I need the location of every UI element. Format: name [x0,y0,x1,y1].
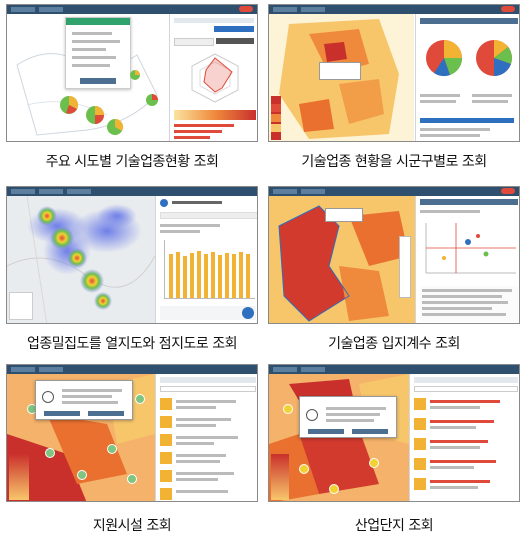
choropleth-map [269,14,414,141]
toggle-switch[interactable] [501,188,515,194]
stats-side-panel [155,196,257,323]
menu-tab[interactable] [39,7,63,12]
marker-icon[interactable] [135,394,145,404]
choropleth-map [269,196,415,323]
complex-map [269,374,409,501]
toggle-switch[interactable] [239,6,253,12]
screenshot-region-overview [6,4,258,142]
stats-side-panel [415,196,519,323]
map-tools[interactable] [399,236,411,298]
menu-tab[interactable] [273,189,297,194]
popup-button[interactable] [80,78,116,84]
marker-icon[interactable] [299,464,309,474]
caption-1: 주요 시도별 기술업종현황 조회 [45,154,219,170]
bar-chart-icon [164,240,255,299]
app-header [7,5,257,14]
app-header [269,187,519,196]
info-popup [299,396,397,438]
info-icon [42,391,54,403]
facility-list-panel [155,374,257,501]
heat-map [7,196,155,323]
complex-list-panel [409,374,519,501]
stats-side-panel [415,14,519,141]
list-item-icon [414,478,426,490]
screenshot-district-view [268,4,520,142]
app-header [269,5,519,14]
caption-5: 지원시설 조회 [92,518,172,534]
radar-chart-icon [191,53,239,103]
map-icon [269,196,415,323]
stats-side-panel [169,14,257,141]
screenshot-location-quotient [268,186,520,324]
list-item-icon [160,416,172,428]
tooltip [325,208,363,222]
marker-icon[interactable] [127,474,137,484]
list-item-icon [414,398,426,410]
marker-icon[interactable] [283,404,293,414]
menu-tab[interactable] [301,189,325,194]
info-popup [35,380,133,420]
pie-chart-icon [426,40,512,77]
screenshot-industrial-complex [268,364,520,502]
list-item-icon [414,438,426,450]
screenshot-support-facilities [6,364,258,502]
menu-tab[interactable] [39,189,63,194]
caption-2: 기술업종 현황을 시군구별로 조회 [301,154,487,170]
menu-tab[interactable] [301,7,325,12]
toggle-switch[interactable] [501,6,515,12]
popup-button[interactable] [88,411,124,416]
popup-button[interactable] [308,429,344,434]
list-item-icon [160,452,172,464]
facility-map [7,374,155,501]
list-item-icon [160,434,172,446]
popup-header [66,18,130,25]
menu-tab[interactable] [273,7,297,12]
menu-tab[interactable] [67,189,91,194]
color-legend [271,454,289,500]
caption-6: 산업단지 조회 [354,518,434,534]
menu-tab[interactable] [273,367,297,372]
app-header [7,365,257,374]
marker-icon[interactable] [107,444,117,454]
list-item-icon [414,458,426,470]
popup-window [65,17,131,89]
marker-icon[interactable] [77,470,87,480]
tab-active[interactable] [214,26,254,32]
map-icon [269,374,409,501]
tooltip [319,62,361,80]
list-item-icon [160,488,172,500]
marker-icon[interactable] [329,484,339,494]
tab-option[interactable] [216,38,254,44]
caption-3: 업종밀집도를 열지도와 점지도로 조회 [27,336,237,352]
menu-tab[interactable] [39,367,63,372]
scatter-plot [425,223,516,274]
marker-icon[interactable] [45,448,55,458]
app-header [269,365,519,374]
caption-4: 기술업종 입지계수 조회 [328,336,460,352]
app-header [7,187,257,196]
progress-bar [420,118,514,123]
color-legend [174,110,256,120]
list-item-icon [160,398,172,410]
menu-tab[interactable] [301,367,325,372]
menu-tab[interactable] [11,7,35,12]
heatmap-icon [7,196,155,323]
list-item-icon [160,470,172,482]
marker-icon[interactable] [369,458,379,468]
search-input[interactable] [414,386,518,392]
menu-tab[interactable] [11,189,35,194]
color-legend [9,454,29,500]
layer-legend [9,292,33,320]
info-icon [306,409,318,421]
pie-chart-icon [60,70,158,135]
zoom-button[interactable] [242,307,254,319]
list-item-icon [414,418,426,430]
popup-button[interactable] [44,411,80,416]
search-input[interactable] [160,386,256,392]
info-icon [160,199,168,207]
menu-tab[interactable] [11,367,35,372]
screenshot-heatmap [6,186,258,324]
popup-button[interactable] [352,429,388,434]
tab-option[interactable] [174,38,214,46]
